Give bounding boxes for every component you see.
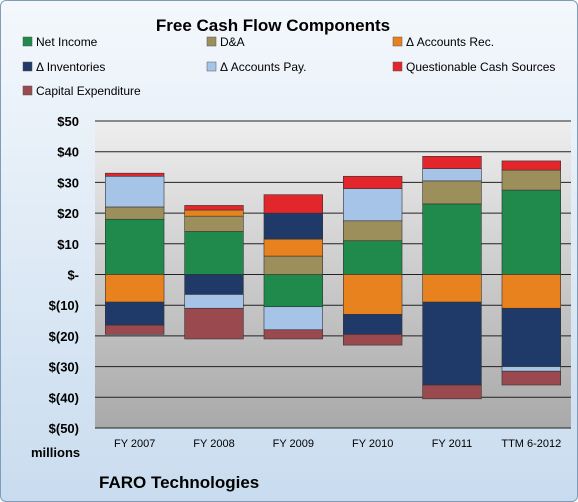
bar-accounts-pay-fy-2010	[343, 188, 403, 222]
bar-accounts-rec-fy-2011	[422, 274, 482, 303]
legend-label: Questionable Cash Sources	[406, 60, 555, 74]
bar-stack-fy-2009	[263, 194, 323, 340]
legend-swatch	[22, 85, 33, 96]
bar-stack-fy-2010	[343, 175, 403, 346]
bar-stack-fy-2011	[422, 156, 482, 400]
bar-d-a-fy-2009	[263, 255, 323, 275]
bar-questionable-cash-sources-fy-2010	[343, 175, 403, 189]
y-tick-label: $(10)	[49, 298, 79, 313]
bar-capital-expenditure-ttm-6-2012	[501, 370, 561, 386]
bar-capital-expenditure-fy-2009	[263, 329, 323, 340]
bar-inventories-fy-2009	[263, 212, 323, 240]
legend: Net Income D&A Δ Accounts Rec. Δ Inventorie…	[22, 35, 555, 98]
legend-label: Δ Inventories	[36, 60, 105, 74]
bar-questionable-cash-sources-fy-2009	[263, 194, 323, 214]
x-tick-label: TTM 6-2012	[501, 438, 561, 450]
x-tick-label: FY 2011	[432, 438, 473, 450]
bar-accounts-rec-fy-2010	[343, 274, 403, 315]
bar-questionable-cash-sources-fy-2011	[422, 156, 482, 169]
legend-item-net-income: Net Income	[22, 35, 98, 49]
bar-questionable-cash-sources-ttm-6-2012	[501, 160, 561, 171]
y-axis-unit-label: millions	[31, 445, 80, 460]
bars	[105, 156, 561, 400]
legend-item-accounts-rec: Δ Accounts Rec.	[392, 35, 494, 49]
chart-title: Free Cash Flow Components	[156, 16, 390, 35]
bar-accounts-rec-fy-2009	[263, 238, 323, 257]
bar-capital-expenditure-fy-2008	[184, 307, 244, 340]
legend-item-questionable-cash-sources: Questionable Cash Sources	[392, 60, 555, 74]
y-tick-label: $-	[67, 268, 79, 283]
bar-net-income-fy-2007	[105, 218, 165, 275]
x-tick-label: FY 2009	[273, 438, 314, 450]
bar-stack-fy-2007	[105, 172, 165, 335]
legend-swatch	[392, 36, 403, 47]
x-tick-label: FY 2008	[193, 438, 234, 450]
bar-net-income-fy-2011	[422, 203, 482, 275]
bar-accounts-pay-fy-2009	[263, 306, 323, 331]
bar-accounts-pay-ttm-6-2012	[501, 366, 561, 372]
legend-item-capital-expenditure: Capital Expenditure	[22, 84, 141, 98]
bar-accounts-pay-fy-2008	[184, 294, 244, 309]
legend-label: Net Income	[36, 35, 98, 49]
bar-accounts-rec-fy-2008	[184, 209, 244, 217]
bar-inventories-fy-2010	[343, 314, 403, 335]
legend-label: Δ Accounts Rec.	[406, 35, 494, 49]
y-tick-label: $20	[57, 206, 79, 221]
y-tick-label: $40	[57, 145, 79, 160]
bar-inventories-fy-2007	[105, 301, 165, 326]
legend-item-d-a: D&A	[206, 35, 245, 49]
bar-d-a-fy-2011	[422, 180, 482, 205]
bar-d-a-ttm-6-2012	[501, 169, 561, 191]
bar-stack-ttm-6-2012	[501, 160, 561, 386]
bar-net-income-ttm-6-2012	[501, 189, 561, 275]
legend-swatch	[392, 61, 403, 72]
legend-swatch	[206, 61, 217, 72]
bar-capital-expenditure-fy-2010	[343, 334, 403, 346]
x-tick-label: FY 2010	[352, 438, 393, 450]
bar-inventories-ttm-6-2012	[501, 307, 561, 367]
bar-accounts-pay-fy-2011	[422, 168, 482, 182]
bar-capital-expenditure-fy-2011	[422, 384, 482, 400]
legend-label: Capital Expenditure	[36, 84, 141, 98]
legend-swatch	[22, 36, 33, 47]
y-tick-label: $(40)	[49, 390, 79, 405]
y-axis-ticks: $50 $40 $30 $20 $10 $- $(10) $(20) $(30) $(40) $(5…	[49, 114, 79, 436]
y-tick-label: $(50)	[49, 421, 79, 436]
legend-label: Δ Accounts Pay.	[220, 60, 307, 74]
bar-net-income-fy-2009	[263, 274, 323, 308]
y-tick-label: $(30)	[49, 360, 79, 375]
x-axis-ticks: FY 2007 FY 2008 FY 2009 FY 2010 FY 2011 TTM 6…	[114, 438, 561, 450]
y-tick-label: $10	[57, 237, 79, 252]
y-tick-label: $50	[57, 114, 79, 129]
x-tick-label: FY 2007	[114, 438, 155, 450]
bar-accounts-rec-ttm-6-2012	[501, 274, 561, 309]
legend-swatch	[22, 61, 33, 72]
gridlines	[95, 120, 571, 429]
bar-capital-expenditure-fy-2007	[105, 324, 165, 335]
bar-d-a-fy-2007	[105, 206, 165, 220]
y-tick-label: $(20)	[49, 329, 79, 344]
bar-stack-fy-2008	[184, 205, 244, 340]
bar-d-a-fy-2010	[343, 220, 403, 242]
bar-net-income-fy-2008	[184, 231, 244, 275]
y-tick-label: $30	[57, 175, 79, 190]
bar-accounts-rec-fy-2007	[105, 274, 165, 303]
legend-item-accounts-pay: Δ Accounts Pay.	[206, 60, 307, 74]
bar-d-a-fy-2008	[184, 215, 244, 232]
legend-item-inventories: Δ Inventories	[22, 60, 105, 74]
legend-label: D&A	[220, 35, 245, 49]
company-name: FARO Technologies	[99, 473, 259, 492]
legend-swatch	[206, 36, 217, 47]
bar-inventories-fy-2011	[422, 301, 482, 386]
bar-questionable-cash-sources-fy-2008	[184, 205, 244, 211]
bar-questionable-cash-sources-fy-2007	[105, 172, 165, 177]
bar-inventories-fy-2008	[184, 274, 244, 295]
bar-net-income-fy-2010	[343, 240, 403, 275]
bar-accounts-pay-fy-2007	[105, 175, 165, 208]
